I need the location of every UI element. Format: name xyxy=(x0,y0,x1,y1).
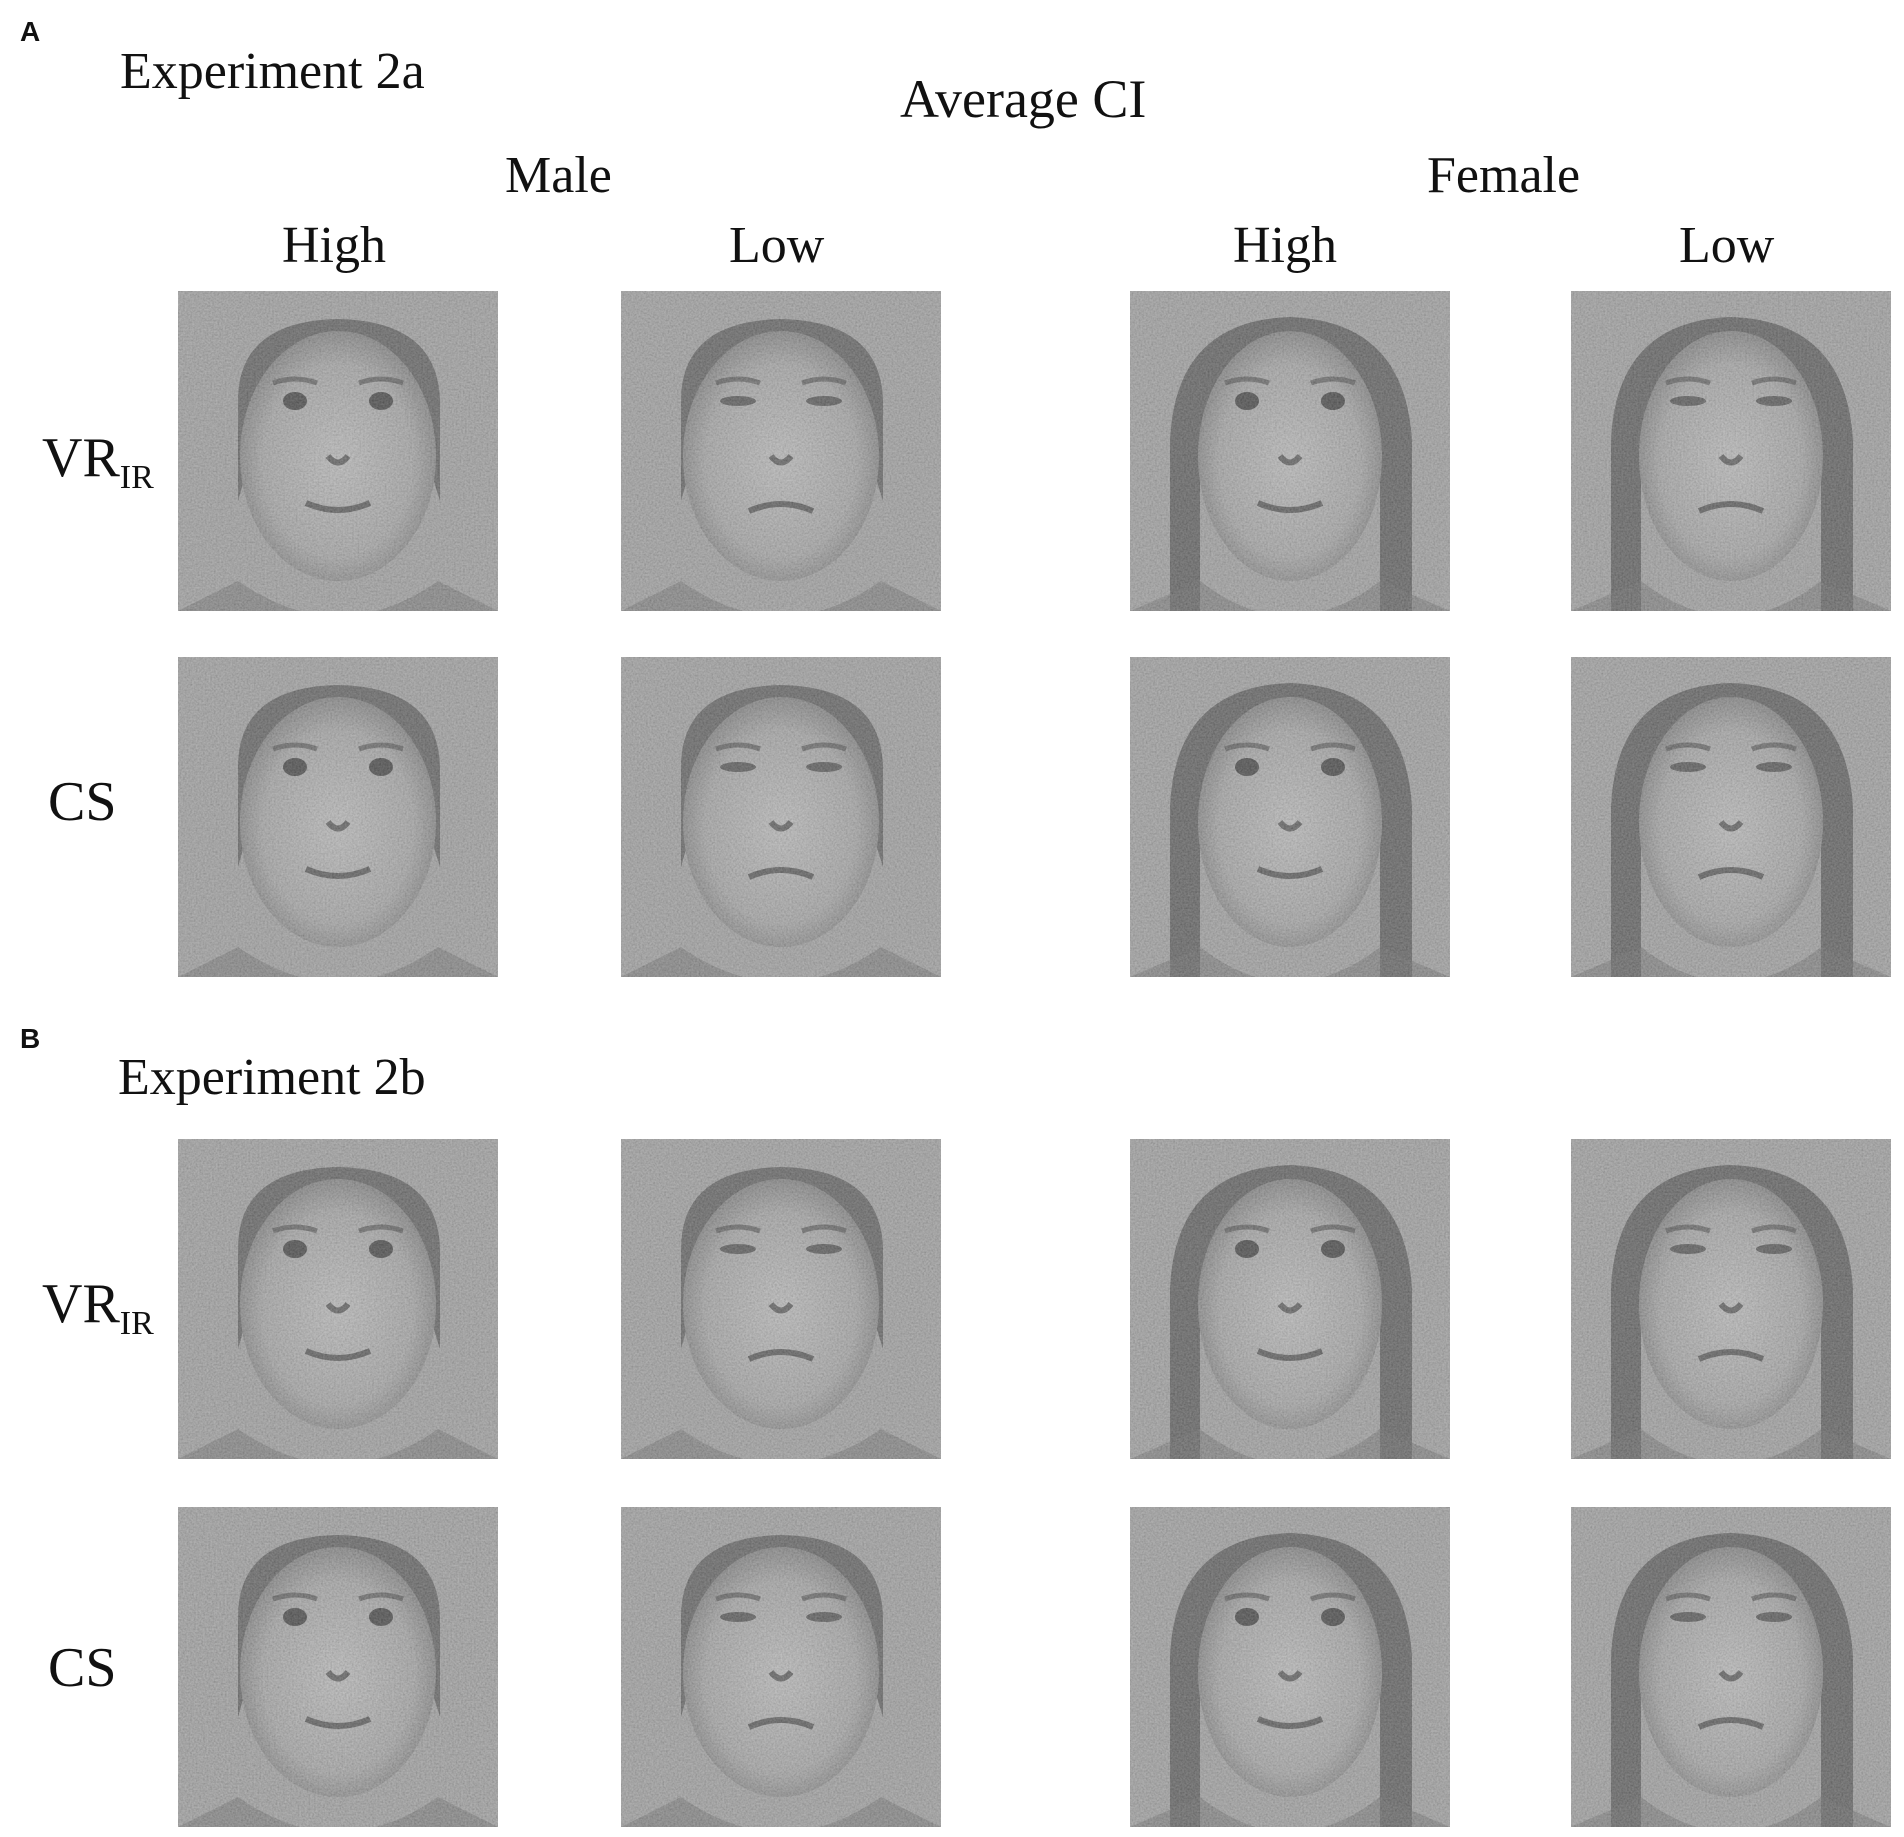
row-label-vr-ir-a: VRIR xyxy=(42,430,154,495)
face-ci-b-cs-female-low xyxy=(1571,1507,1891,1827)
face-ci-b-vrir-male-low xyxy=(621,1139,941,1459)
face-ci-a-cs-male-high xyxy=(178,657,498,977)
face-ci-b-cs-male-high xyxy=(178,1507,498,1827)
row-label-main: CS xyxy=(48,1637,117,1699)
face-ci-b-vrir-female-high xyxy=(1130,1139,1450,1459)
row-label-main: CS xyxy=(48,771,117,833)
face-ci-a-vrir-male-low xyxy=(621,291,941,611)
column-male-low-label: Low xyxy=(729,217,825,274)
face-ci-a-vrir-male-high xyxy=(178,291,498,611)
row-label-main: VR xyxy=(42,1273,120,1335)
face-ci-b-vrir-male-high xyxy=(178,1139,498,1459)
row-label-sub: IR xyxy=(119,459,154,496)
panel-letter-b: B xyxy=(20,1023,41,1054)
face-ci-a-vrir-female-low xyxy=(1571,291,1891,611)
average-ci-title: Average CI xyxy=(900,69,1147,129)
face-ci-b-cs-female-high xyxy=(1130,1507,1450,1827)
row-label-main: VR xyxy=(42,427,120,489)
face-ci-a-cs-female-high xyxy=(1130,657,1450,977)
experiment-2b-title: Experiment 2b xyxy=(118,1049,426,1106)
row-label-cs-a: CS xyxy=(48,774,117,830)
group-male-label: Male xyxy=(505,147,612,204)
face-ci-b-vrir-female-low xyxy=(1571,1139,1891,1459)
column-female-low-label: Low xyxy=(1679,217,1775,274)
row-label-vr-ir-b: VRIR xyxy=(42,1276,154,1341)
face-ci-a-vrir-female-high xyxy=(1130,291,1450,611)
experiment-2a-title: Experiment 2a xyxy=(120,43,425,100)
face-ci-a-cs-female-low xyxy=(1571,657,1891,977)
column-male-high-label: High xyxy=(282,217,386,274)
group-female-label: Female xyxy=(1427,147,1581,204)
row-label-sub: IR xyxy=(119,1305,154,1342)
row-label-cs-b: CS xyxy=(48,1640,117,1696)
panel-letter-a: A xyxy=(20,16,41,47)
face-ci-b-cs-male-low xyxy=(621,1507,941,1827)
column-female-high-label: High xyxy=(1233,217,1337,274)
face-ci-a-cs-male-low xyxy=(621,657,941,977)
